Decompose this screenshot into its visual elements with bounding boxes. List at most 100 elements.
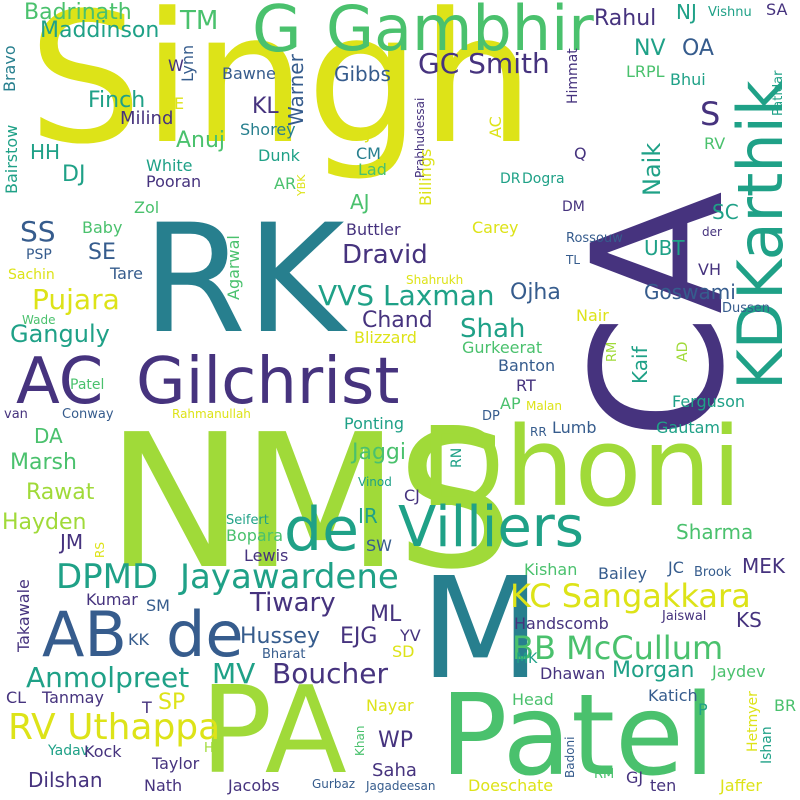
- word-nv: NV: [634, 36, 666, 61]
- word-mv: MV: [212, 657, 256, 690]
- word-da: DA: [34, 424, 63, 448]
- word-buttler: Buttler: [346, 220, 401, 239]
- word-cl: CL: [6, 688, 27, 707]
- word-p: P: [698, 700, 708, 719]
- word-naik: Naik: [638, 142, 666, 196]
- word-bailey: Bailey: [598, 564, 647, 583]
- word-sharma: Sharma: [676, 520, 754, 544]
- word-dpmd: DPMD: [56, 557, 159, 597]
- word-dj: DJ: [62, 162, 86, 187]
- word-g: G: [252, 0, 302, 67]
- word-badrinath: Badrinath: [24, 0, 132, 25]
- word-dussen: Dussen: [722, 301, 771, 316]
- word-gautam: Gautam: [656, 418, 721, 437]
- word-dr: DR: [500, 171, 521, 187]
- word-psp: PSP: [26, 247, 52, 263]
- word-ml: ML: [370, 602, 402, 627]
- word-rahul: Rahul: [594, 6, 657, 31]
- word-villiers: Villiers: [398, 495, 584, 560]
- word-mj: MJ: [352, 124, 371, 143]
- word-saha: Saha: [372, 760, 417, 781]
- word-shah: Shah: [460, 314, 526, 344]
- word-kumar: Kumar: [86, 590, 138, 609]
- word-malan: Malan: [526, 399, 562, 413]
- word-pooran: Pooran: [146, 172, 202, 191]
- word-tare: Tare: [110, 264, 143, 283]
- word-aj: AJ: [350, 190, 370, 214]
- word-lad: Lad: [358, 160, 387, 179]
- word-sp: SP: [158, 690, 186, 715]
- word-rawat: Rawat: [26, 480, 95, 505]
- word-rs: RS: [93, 542, 107, 558]
- word-dunk: Dunk: [258, 146, 300, 165]
- word-ganguly: Ganguly: [10, 320, 110, 348]
- word-hetmyer: Hetmyer: [745, 691, 761, 752]
- word-pa: PA: [200, 662, 347, 800]
- word-rm: RM: [605, 341, 620, 362]
- word-s: S: [700, 95, 721, 133]
- word-ir: IR: [358, 504, 378, 528]
- word-ten: ten: [650, 776, 677, 795]
- word-dhoni: Dhoni: [420, 403, 742, 531]
- word-rossouw: Rossouw: [566, 231, 623, 246]
- word-sm: SM: [146, 596, 170, 615]
- word-bopara: Bopara: [226, 526, 284, 545]
- word-ss: SS: [20, 215, 56, 248]
- word-sw: SW: [366, 536, 392, 555]
- word-m: M: [420, 548, 541, 711]
- word-taylor: Taylor: [152, 754, 200, 773]
- word-tanmay: Tanmay: [42, 688, 104, 707]
- word-mk: MK: [516, 651, 538, 667]
- word-finch: Finch: [88, 88, 146, 113]
- word-wp: WP: [378, 728, 414, 753]
- word-rn: RN: [449, 447, 465, 468]
- word-shahrukh: Shahrukh: [406, 273, 464, 287]
- word-dogra: Dogra: [522, 171, 565, 187]
- word-oa: OA: [682, 36, 714, 61]
- word-hayden: Hayden: [2, 510, 87, 535]
- word-khan: Khan: [353, 725, 367, 756]
- word-dm: DM: [562, 199, 585, 215]
- word-ubt: UBT: [644, 236, 685, 260]
- word-baby: Baby: [82, 218, 123, 237]
- word-himmat: Himmat: [565, 48, 581, 104]
- word-jaffer: Jaffer: [720, 776, 762, 795]
- word-bairstow: Bairstow: [2, 124, 21, 194]
- word-ks: KS: [736, 608, 762, 632]
- word-w: W: [168, 56, 184, 75]
- word-van: van: [4, 407, 28, 422]
- word-jayawardene: Jayawardene: [180, 557, 399, 597]
- word-brook: Brook: [694, 565, 732, 580]
- word-anuj: Anuj: [176, 128, 226, 153]
- word-dhawan: Dhawan: [540, 664, 606, 683]
- word-jaydev: Jaydev: [712, 662, 766, 681]
- word-tm: TM: [180, 6, 219, 36]
- word-dilshan: Dilshan: [28, 768, 103, 792]
- word-vishnu: Vishnu: [708, 5, 752, 20]
- word-warner: Warner: [284, 54, 308, 126]
- word-gibbs: Gibbs: [334, 62, 391, 86]
- word-der: der: [702, 225, 722, 239]
- word-dravid: Dravid: [342, 240, 428, 270]
- word-cm: CM: [356, 144, 381, 163]
- word-ac-small: AC: [486, 116, 505, 138]
- word-carey: Carey: [472, 218, 519, 237]
- word-patel-big: Patel: [440, 671, 716, 800]
- word-pujara: Pujara: [32, 283, 120, 316]
- word-lumb: Lumb: [552, 418, 597, 437]
- word-patidar: Patidar: [771, 70, 786, 117]
- word-gc-smith: GC Smith: [418, 47, 550, 80]
- word-goswami: Goswami: [644, 280, 736, 304]
- word-jaggi: Jaggi: [352, 440, 407, 465]
- word-sd: SD: [392, 642, 415, 661]
- word-katich: Katich: [648, 686, 698, 705]
- word-kishan: Kishan: [524, 560, 578, 579]
- word-jc: JC: [668, 558, 684, 577]
- word-lewis: Lewis: [244, 546, 289, 565]
- word-milind: Milind: [120, 108, 174, 129]
- word-hh: HH: [30, 140, 61, 164]
- word-singh: Singh: [28, 0, 535, 184]
- word-marsh: Marsh: [10, 450, 77, 475]
- word-chand: Chand: [362, 308, 433, 333]
- word-nayar: Nayar: [366, 696, 414, 715]
